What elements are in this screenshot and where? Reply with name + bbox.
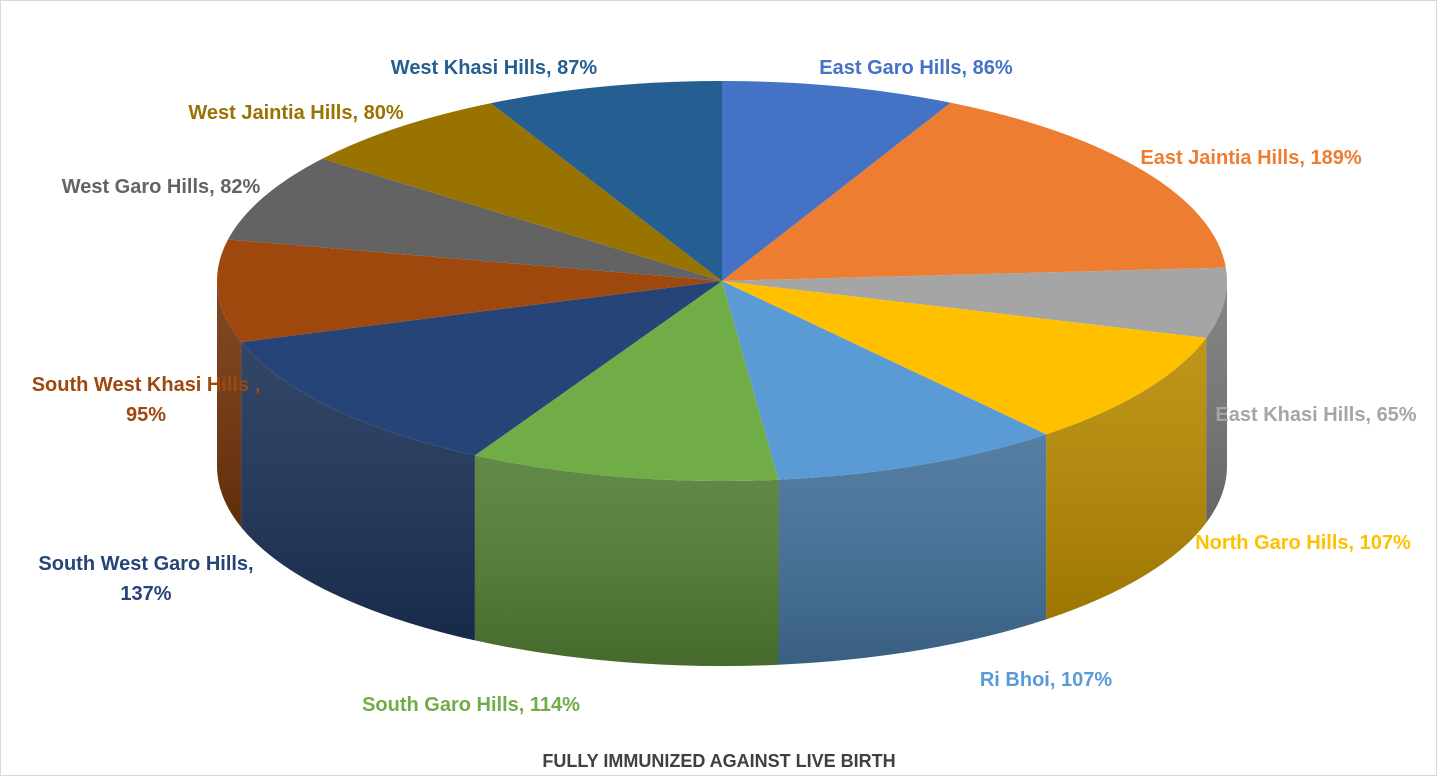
pie-slice-ri-bhoi (722, 281, 1047, 480)
chart-title: FULLY IMMUNIZED AGAINST LIVE BIRTH (542, 751, 895, 771)
data-labels: East Garo Hills, 86% East Jaintia Hills, … (32, 57, 1417, 716)
data-label-ri-bhoi: Ri Bhoi, 107% (980, 669, 1112, 691)
data-label-south-garo-hills: South Garo Hills, 114% (362, 694, 580, 716)
pie-slice-east-garo-hills (722, 81, 951, 281)
pie-side-6 (241, 342, 475, 641)
pie-slice-south-garo-hills (474, 281, 779, 481)
pie-slice-west-khasi-hills (490, 81, 722, 281)
data-label-west-garo-hills: West Garo Hills, 82% (62, 176, 261, 198)
pie-slice-east-jaintia-hills (722, 102, 1226, 281)
pie-slice-east-khasi-hills (722, 267, 1227, 338)
pie-tops (216, 81, 1227, 481)
data-label-south-west-garo-hills: South West Garo Hills, 137% (38, 553, 253, 605)
pie-side-7 (217, 281, 242, 528)
data-label-west-jaintia-hills: West Jaintia Hills, 80% (188, 102, 403, 124)
pie-slice-west-jaintia-hills (322, 103, 722, 281)
data-label-south-west-khasi-hills: South West Khasi Hills , 95% (32, 374, 261, 426)
data-label-east-khasi-hills: East Khasi Hills, 65% (1215, 404, 1416, 426)
pie-slice-north-garo-hills (722, 281, 1207, 435)
pie-slice-west-garo-hills (228, 158, 722, 281)
data-label-east-garo-hills: East Garo Hills, 86% (819, 57, 1013, 79)
data-label-east-jaintia-hills: East Jaintia Hills, 189% (1140, 147, 1361, 169)
pie-slice-south-west-garo-hills (241, 281, 722, 456)
pie-side-3 (1046, 337, 1207, 620)
pie-side-5 (474, 455, 779, 666)
pie-side-2 (1206, 281, 1227, 523)
data-label-north-garo-hills: North Garo Hills, 107% (1195, 532, 1411, 554)
pie-slice-south-west-khasi-hills (216, 239, 722, 343)
pie-sides (217, 281, 1227, 666)
pie-side-4 (778, 434, 1047, 665)
data-label-west-khasi-hills: West Khasi Hills, 87% (391, 57, 598, 79)
